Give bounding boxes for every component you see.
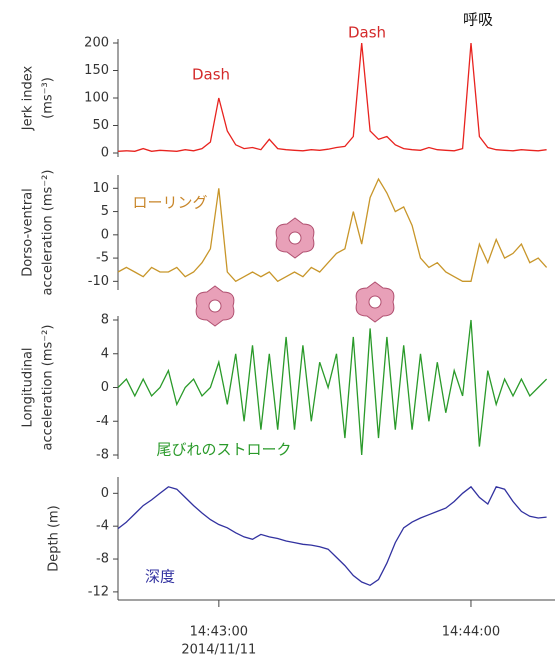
y-tick-label: -4 (96, 414, 109, 429)
y-tick-label: 100 (84, 91, 109, 106)
y-tick-label: 0 (101, 146, 109, 161)
annotation: 尾びれのストローク (156, 441, 291, 459)
y-tick-label: -8 (96, 448, 109, 463)
y-tick-label: -8 (96, 552, 109, 567)
data-line (117, 42, 547, 152)
y-tick-label: 0 (101, 380, 109, 395)
y-tick-label: 8 (101, 313, 109, 328)
y-axis-label: acceleration (ms⁻²) (41, 325, 56, 451)
y-tick-label: 10 (92, 181, 109, 196)
data-line (117, 319, 548, 456)
turtle-icon (195, 285, 235, 327)
y-tick-label: 0 (101, 227, 109, 242)
y-tick-label: -4 (96, 519, 109, 534)
y-axis-label: Longitudinal (21, 347, 36, 427)
y-tick-label: -10 (88, 274, 109, 289)
x-tick-label: 14:44:00 (442, 625, 500, 640)
annotation: ローリング (132, 194, 207, 212)
y-axis-label: acceleration (ms⁻²) (41, 170, 56, 296)
x-date-label: 2014/11/11 (181, 643, 256, 658)
annotation: 深度 (145, 568, 175, 586)
annotation: 呼吸 (463, 11, 493, 29)
y-tick-label: 150 (84, 63, 109, 78)
y-tick-label: 50 (92, 118, 109, 133)
y-axis-label: (ms⁻³) (41, 77, 56, 119)
y-axis-label: Depth (m) (47, 505, 62, 572)
y-tick-label: -12 (88, 584, 109, 599)
y-tick-label: 4 (101, 346, 109, 361)
turtle-icon (275, 217, 315, 259)
turtle-icon (355, 281, 395, 323)
y-tick-label: 5 (101, 204, 109, 219)
y-tick-label: 0 (101, 486, 109, 501)
data-line (117, 485, 547, 587)
annotation: Dash (348, 24, 386, 42)
y-axis-label: Dorso-ventral (21, 188, 36, 277)
data-line (117, 177, 548, 283)
y-axis-label: Jerk index (21, 65, 36, 131)
x-tick-label: 14:43:00 (190, 625, 248, 640)
y-tick-label: 200 (84, 36, 109, 51)
y-tick-label: -5 (96, 251, 109, 266)
annotation: Dash (192, 66, 230, 84)
